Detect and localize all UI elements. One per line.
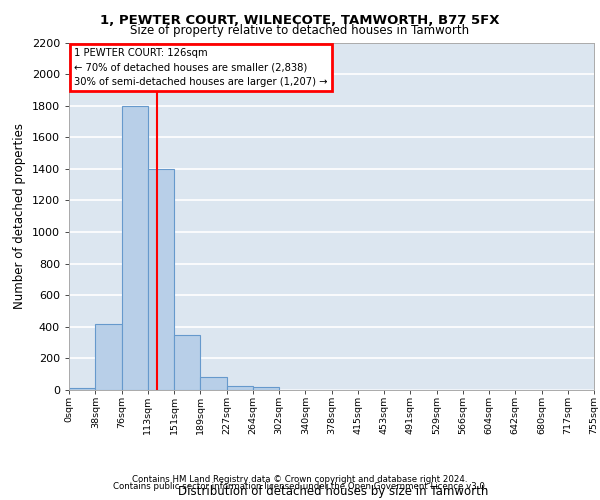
Text: Size of property relative to detached houses in Tamworth: Size of property relative to detached ho… (130, 24, 470, 37)
Text: 1, PEWTER COURT, WILNECOTE, TAMWORTH, B77 5FX: 1, PEWTER COURT, WILNECOTE, TAMWORTH, B7… (100, 14, 500, 27)
Bar (69, 388, 95, 390)
Text: Contains HM Land Registry data © Crown copyright and database right 2024.: Contains HM Land Registry data © Crown c… (132, 475, 468, 484)
Bar (200, 378, 227, 390)
Bar (227, 386, 253, 390)
Bar (174, 334, 200, 390)
Text: Contains public sector information licensed under the Open Government Licence v3: Contains public sector information licen… (113, 482, 487, 491)
Text: 1 PEWTER COURT: 126sqm
← 70% of detached houses are smaller (2,838)
30% of semi-: 1 PEWTER COURT: 126sqm ← 70% of detached… (74, 48, 328, 88)
Bar (148, 169, 174, 390)
Bar (95, 324, 121, 390)
Text: Distribution of detached houses by size in Tamworth: Distribution of detached houses by size … (178, 484, 488, 498)
Y-axis label: Number of detached properties: Number of detached properties (13, 123, 26, 309)
Bar (253, 387, 279, 390)
Bar (121, 106, 148, 390)
